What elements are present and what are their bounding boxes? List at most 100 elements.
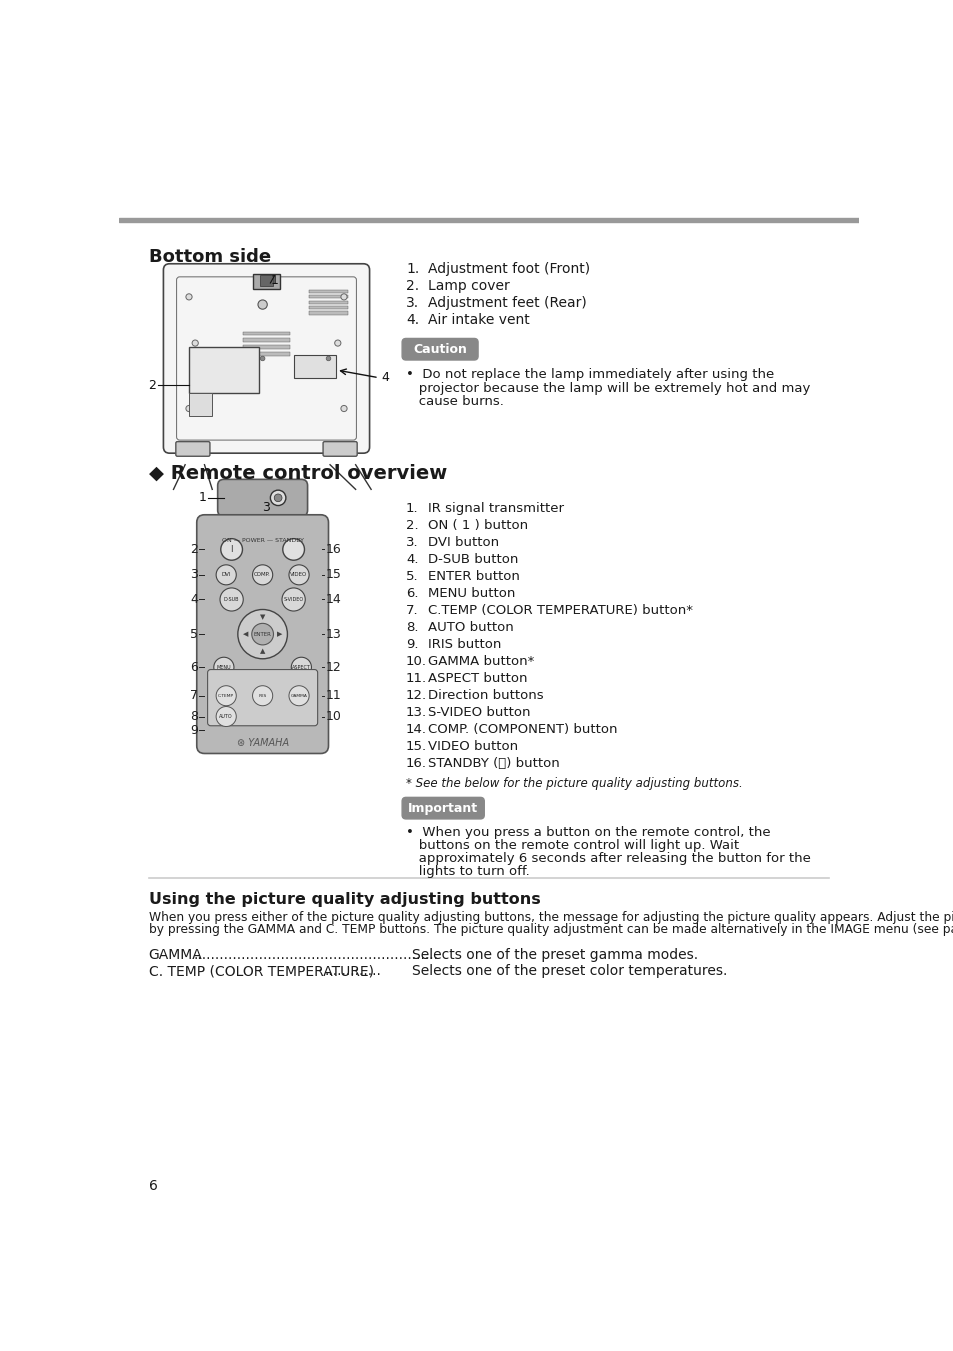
Circle shape	[220, 539, 242, 561]
Circle shape	[340, 293, 347, 300]
Bar	[243, 346, 290, 349]
Text: 6: 6	[149, 1178, 157, 1193]
Text: AUTO: AUTO	[219, 715, 233, 719]
Text: 16.: 16.	[406, 757, 427, 770]
Text: Important: Important	[408, 802, 477, 815]
Text: 7: 7	[190, 689, 198, 703]
Circle shape	[186, 293, 192, 300]
Circle shape	[282, 588, 305, 611]
Text: C. TEMP (COLOR TEMPERATURE): C. TEMP (COLOR TEMPERATURE)	[149, 965, 374, 978]
Text: 9: 9	[191, 724, 198, 736]
Circle shape	[335, 340, 340, 346]
Bar	[309, 296, 348, 299]
Circle shape	[186, 405, 192, 412]
FancyBboxPatch shape	[402, 797, 484, 819]
FancyBboxPatch shape	[217, 480, 307, 516]
Text: S-VIDEO: S-VIDEO	[283, 597, 303, 603]
Text: 4: 4	[381, 372, 389, 384]
Circle shape	[220, 588, 243, 611]
FancyBboxPatch shape	[208, 670, 317, 725]
Text: by pressing the GAMMA and C. TEMP buttons. The picture quality adjustment can be: by pressing the GAMMA and C. TEMP button…	[149, 923, 953, 936]
FancyBboxPatch shape	[175, 442, 210, 457]
Circle shape	[253, 565, 273, 585]
Text: 3: 3	[191, 569, 198, 581]
Text: 4: 4	[191, 593, 198, 607]
Circle shape	[257, 300, 267, 309]
Text: 6.: 6.	[406, 588, 418, 600]
Text: 3.: 3.	[406, 296, 418, 311]
Text: DVI: DVI	[221, 573, 231, 577]
Bar	[309, 312, 348, 315]
FancyBboxPatch shape	[323, 442, 356, 457]
Circle shape	[270, 490, 286, 505]
Text: 7.: 7.	[406, 604, 418, 617]
Circle shape	[282, 539, 304, 561]
Text: ⊛ YAMAHA: ⊛ YAMAHA	[236, 738, 289, 748]
Text: 11: 11	[325, 689, 341, 703]
Text: Selects one of the preset gamma modes.: Selects one of the preset gamma modes.	[412, 947, 698, 962]
Text: 2.: 2.	[406, 280, 418, 293]
Text: DVI button: DVI button	[427, 536, 498, 550]
Text: 2.: 2.	[406, 519, 418, 532]
Text: Lamp cover: Lamp cover	[427, 280, 509, 293]
Text: Adjustment foot (Front): Adjustment foot (Front)	[427, 262, 589, 276]
Bar	[189, 393, 212, 416]
Text: IRIS button: IRIS button	[427, 638, 500, 651]
Text: 4.: 4.	[406, 554, 418, 566]
Circle shape	[253, 686, 273, 705]
Text: ASPECT: ASPECT	[292, 665, 311, 670]
Bar	[243, 353, 290, 357]
Bar	[309, 301, 348, 304]
Text: ON — POWER — STANDBY: ON — POWER — STANDBY	[221, 538, 303, 543]
Text: Direction buttons: Direction buttons	[427, 689, 543, 701]
Text: COMP. (COMPONENT) button: COMP. (COMPONENT) button	[427, 723, 617, 736]
Text: * See the below for the picture quality adjusting buttons.: * See the below for the picture quality …	[406, 777, 742, 789]
Text: 13.: 13.	[406, 705, 427, 719]
Text: ◆ Remote control overview: ◆ Remote control overview	[149, 463, 447, 482]
Text: 5.: 5.	[406, 570, 418, 584]
Text: 14: 14	[325, 593, 341, 607]
Text: 15.: 15.	[406, 739, 427, 753]
Bar	[309, 290, 348, 293]
Text: 3.: 3.	[406, 536, 418, 550]
Text: When you press either of the picture quality adjusting buttons, the message for : When you press either of the picture qua…	[149, 911, 953, 924]
Text: ENTER: ENTER	[253, 632, 272, 636]
Bar	[119, 219, 858, 222]
Text: 10.: 10.	[406, 655, 427, 667]
Text: D-SUB button: D-SUB button	[427, 554, 517, 566]
FancyBboxPatch shape	[196, 515, 328, 754]
Text: MENU: MENU	[216, 665, 231, 670]
Text: 1: 1	[199, 492, 207, 504]
FancyBboxPatch shape	[402, 339, 477, 359]
Text: STANDBY (⏻) button: STANDBY (⏻) button	[427, 757, 558, 770]
Text: cause burns.: cause burns.	[406, 394, 503, 408]
Text: 2: 2	[149, 378, 156, 392]
Circle shape	[291, 657, 311, 677]
Bar	[243, 339, 290, 342]
Text: Adjustment feet (Rear): Adjustment feet (Rear)	[427, 296, 586, 311]
Circle shape	[192, 340, 198, 346]
Text: 1.: 1.	[406, 503, 418, 516]
Text: IR signal transmitter: IR signal transmitter	[427, 503, 563, 516]
Text: projector because the lamp will be extremely hot and may: projector because the lamp will be extre…	[406, 381, 809, 394]
Text: 1.: 1.	[406, 262, 418, 276]
Text: 9.: 9.	[406, 638, 418, 651]
Text: D-SUB: D-SUB	[224, 597, 239, 603]
Text: •  Do not replace the lamp immediately after using the: • Do not replace the lamp immediately af…	[406, 369, 774, 381]
Text: GAMMA button*: GAMMA button*	[427, 655, 534, 667]
Circle shape	[260, 357, 265, 361]
Text: Selects one of the preset color temperatures.: Selects one of the preset color temperat…	[412, 965, 727, 978]
Text: 5: 5	[190, 628, 198, 640]
Text: 12.: 12.	[406, 689, 427, 701]
Text: VIDEO button: VIDEO button	[427, 739, 517, 753]
Text: 6: 6	[191, 661, 198, 674]
Circle shape	[340, 405, 347, 412]
Text: 2: 2	[191, 543, 198, 555]
Text: Using the picture quality adjusting buttons: Using the picture quality adjusting butt…	[149, 892, 540, 907]
Circle shape	[237, 609, 287, 659]
Text: Bottom side: Bottom side	[149, 249, 271, 266]
Bar	[309, 307, 348, 309]
FancyBboxPatch shape	[163, 263, 369, 453]
Text: Air intake vent: Air intake vent	[427, 313, 529, 327]
Text: Caution: Caution	[413, 343, 467, 357]
